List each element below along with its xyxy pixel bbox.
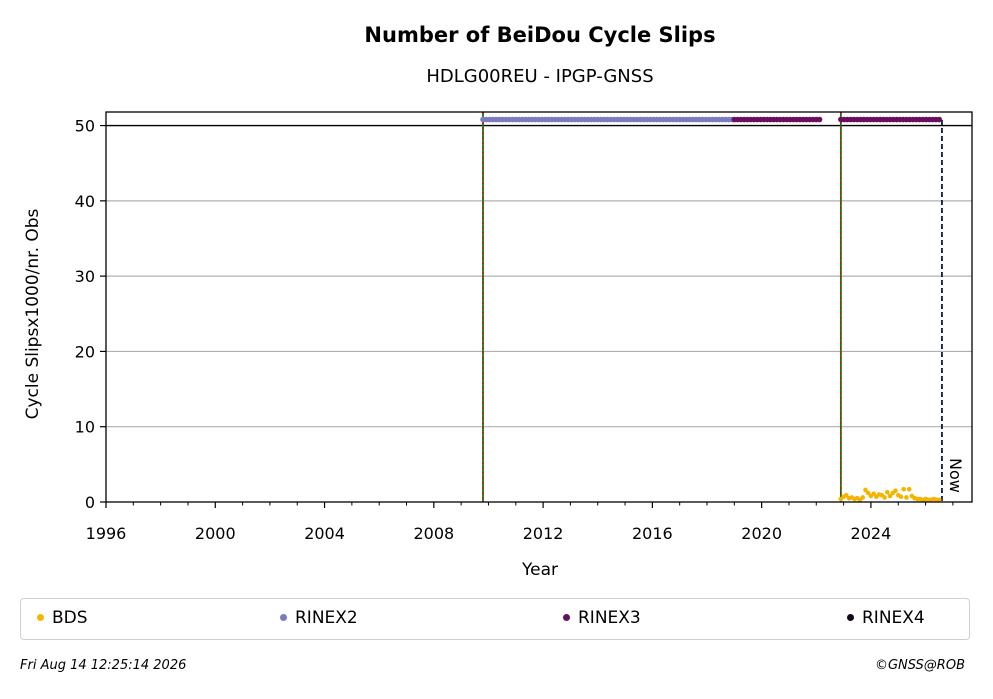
legend-item-bds: BDS — [37, 605, 88, 631]
x-tick-label: 1996 — [86, 524, 127, 543]
y-tick-label: 50 — [75, 117, 95, 136]
y-tick-label: 10 — [75, 418, 95, 437]
x-tick-label: 2020 — [741, 524, 782, 543]
x-tick-label: 2024 — [851, 524, 892, 543]
footer-timestamp: Fri Aug 14 12:25:14 2026 — [20, 658, 187, 673]
data-point-bds — [885, 489, 890, 495]
axis-ticks: 0 10 20 30 40 50 1996 2000 2004 2008 2012 2016 2020 2… — [75, 117, 954, 543]
legend-marker-rinex4 — [847, 613, 854, 621]
y-tick-label: 30 — [75, 267, 95, 286]
data-point-bds — [863, 487, 868, 493]
vertical-markers — [482, 112, 943, 502]
legend-marker-rinex3 — [563, 613, 570, 621]
data-point-bds — [904, 495, 909, 500]
legend-label-rinex4: RINEX4 — [862, 608, 925, 628]
data-point-bds — [887, 493, 893, 499]
plot-frame — [105, 111, 973, 503]
y-tick-label: 0 — [85, 493, 95, 512]
x-tick-label: 2004 — [304, 524, 345, 543]
chart-title: Number of BeiDou Cycle Slips — [364, 23, 715, 47]
availability-point-rinex3 — [936, 116, 943, 123]
x-tick-label: 2012 — [523, 524, 564, 543]
data-point-bds — [936, 497, 942, 503]
legend-label-rinex2: RINEX2 — [295, 608, 358, 628]
x-tick-label: 2000 — [195, 524, 236, 543]
legend-item-rinex4: RINEX4 — [847, 605, 925, 631]
legend-label-rinex3: RINEX3 — [578, 608, 641, 628]
data-point-bds — [906, 486, 912, 492]
data-point-bds — [860, 495, 866, 500]
y-tick-label: 40 — [75, 192, 95, 211]
data-point-bds — [844, 492, 849, 498]
y-tick-label: 20 — [75, 342, 95, 361]
legend-marker-bds — [37, 613, 44, 621]
grid-lines — [106, 124, 972, 428]
legend: BDS RINEX2 RINEX3 RINEX4 — [20, 598, 970, 640]
x-tick-label: 2008 — [413, 524, 454, 543]
x-axis-label: Year — [521, 560, 558, 580]
data-point-bds — [865, 490, 871, 496]
availability-point-rinex3 — [816, 116, 823, 123]
data-points — [480, 116, 943, 503]
data-point-bds — [871, 491, 876, 497]
y-axis-label: Cycle Slipsx1000/nr. Obs — [23, 208, 43, 419]
legend-label-bds: BDS — [52, 608, 88, 628]
data-point-bds — [893, 488, 898, 494]
data-point-bds — [898, 494, 904, 500]
cycle-slips-chart: Number of BeiDou Cycle Slips HDLG00REU -… — [23, 23, 973, 580]
legend-marker-rinex2 — [280, 613, 287, 621]
chart-subtitle: HDLG00REU - IPGP-GNSS — [426, 66, 653, 87]
data-point-bds — [882, 495, 887, 500]
legend-item-rinex3: RINEX3 — [563, 605, 641, 631]
footer-credit: ©GNSS@ROB — [874, 658, 965, 673]
legend-item-rinex2: RINEX2 — [280, 605, 358, 631]
now-label: Now — [946, 458, 965, 493]
x-tick-label: 2016 — [632, 524, 673, 543]
data-point-bds — [901, 486, 907, 492]
